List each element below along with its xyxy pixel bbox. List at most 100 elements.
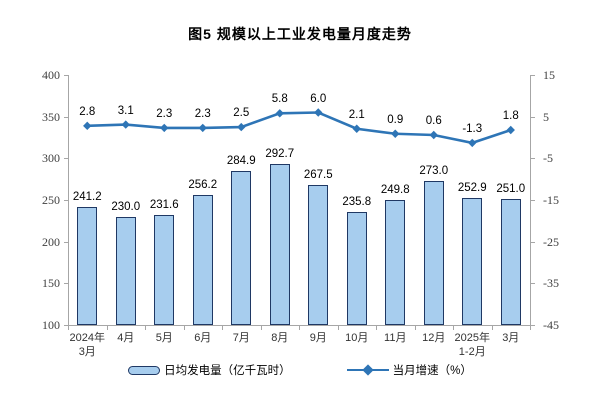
left-axis-line xyxy=(68,75,69,325)
x-axis-tick xyxy=(106,326,108,330)
line-value-label: -1.3 xyxy=(462,122,483,135)
line-value-label: 5.8 xyxy=(271,93,288,106)
left-axis-tick-label: 400 xyxy=(42,68,60,82)
bar-5 xyxy=(231,170,252,325)
bar-value-label: 256.2 xyxy=(188,178,218,191)
x-axis-tick xyxy=(414,326,416,330)
line-marker-diamond xyxy=(352,124,361,133)
bar-4 xyxy=(192,194,213,325)
legend-line-series-label: 当月增速（%） xyxy=(392,365,472,377)
bar-8 xyxy=(346,211,367,325)
legend-item-line-series: 当月增速（%） xyxy=(346,362,472,378)
bar-11 xyxy=(462,197,483,325)
right-axis-tick-label: 5 xyxy=(543,109,549,124)
x-axis-category-label: 11月 xyxy=(384,332,407,344)
line-marker-diamond xyxy=(275,109,284,118)
right-axis-tick-label: -25 xyxy=(543,234,559,249)
left-axis-tick xyxy=(64,116,68,118)
line-marker-diamond xyxy=(83,121,92,131)
left-axis-tick-label: 100 xyxy=(42,318,60,332)
bar-12 xyxy=(500,199,521,325)
bar-1 xyxy=(77,207,98,325)
line-value-label: 2.1 xyxy=(348,108,365,121)
x-axis-category-label: 2025年 1-2月 xyxy=(454,332,490,358)
bar-7 xyxy=(308,185,329,325)
line-marker-diamond xyxy=(121,120,130,129)
x-axis-tick xyxy=(68,326,69,330)
line-marker-diamond xyxy=(198,123,207,133)
right-axis-tick xyxy=(531,283,535,285)
x-axis-tick xyxy=(376,326,377,330)
x-axis-tick xyxy=(530,326,531,330)
right-axis-line xyxy=(530,75,531,325)
bar-series-swatch-icon xyxy=(128,365,161,375)
left-axis-tick xyxy=(64,325,68,326)
left-axis-tick xyxy=(64,241,68,243)
bar-value-label: 231.6 xyxy=(149,199,179,212)
x-axis-category-label: 4月 xyxy=(117,332,135,344)
left-axis-tick xyxy=(64,200,68,201)
left-axis-tick-label: 350 xyxy=(42,109,60,124)
line-value-label: 0.6 xyxy=(425,115,442,127)
line-marker-diamond xyxy=(160,123,169,133)
right-axis-tick-label: -5 xyxy=(543,151,553,166)
line-value-label: 1.8 xyxy=(502,110,519,122)
x-axis-category-label: 12月 xyxy=(422,332,446,344)
line-series-swatch-icon xyxy=(346,364,389,376)
x-axis-category-label: 5月 xyxy=(155,332,173,344)
x-axis-tick xyxy=(337,326,339,330)
right-axis-tick-label: 15 xyxy=(543,68,555,82)
legend-bar-series-label: 日均发电量（亿千瓦时） xyxy=(164,365,291,377)
line-marker-diamond xyxy=(429,130,438,140)
x-axis-tick xyxy=(491,326,493,330)
x-axis-tick xyxy=(222,326,223,330)
line-marker-diamond xyxy=(506,125,515,135)
bar-value-label: 252.9 xyxy=(457,181,487,194)
right-axis-tick xyxy=(531,241,535,243)
line-value-label: 2.3 xyxy=(156,107,173,120)
x-axis-category-label: 6月 xyxy=(194,332,212,344)
left-axis-tick-label: 250 xyxy=(42,193,60,207)
x-axis-category-label: 2024年 3月 xyxy=(69,332,105,358)
bar-value-label: 267.5 xyxy=(303,169,333,182)
bar-value-label: 241.2 xyxy=(72,191,102,204)
x-axis-line xyxy=(68,325,531,326)
left-axis-tick xyxy=(64,75,68,76)
bar-value-label: 249.8 xyxy=(380,184,410,197)
bar-value-label: 273.0 xyxy=(419,164,449,177)
x-axis-category-label: 8月 xyxy=(271,332,289,344)
line-value-label: 3.1 xyxy=(117,104,134,117)
line-marker-diamond xyxy=(391,129,400,138)
right-axis-tick xyxy=(531,75,535,76)
bar-value-label: 235.8 xyxy=(342,195,372,208)
x-axis-tick xyxy=(299,326,300,330)
x-axis-tick xyxy=(183,326,185,330)
right-axis-tick-label: -35 xyxy=(543,276,559,291)
left-axis-tick-label: 200 xyxy=(42,234,60,249)
line-value-label: 6.0 xyxy=(310,92,327,105)
chart-title: 图5 规模以上工业发电量月度走势 xyxy=(188,26,412,42)
bar-3 xyxy=(154,215,175,325)
bar-value-label: 292.7 xyxy=(265,148,295,161)
bar-10 xyxy=(423,180,444,325)
bar-2 xyxy=(115,216,136,325)
line-value-label: 2.5 xyxy=(233,107,250,120)
right-axis-tick-label: -15 xyxy=(543,193,559,207)
left-axis-tick xyxy=(64,283,68,285)
bar-6 xyxy=(269,164,290,325)
x-axis-category-label: 10月 xyxy=(345,332,369,344)
left-axis-tick-label: 150 xyxy=(42,276,60,291)
x-axis-category-label: 3月 xyxy=(502,332,520,344)
x-axis-tick xyxy=(453,326,454,330)
x-axis-tick xyxy=(145,326,146,330)
line-marker-diamond xyxy=(237,122,246,132)
right-axis-tick xyxy=(531,116,535,118)
x-axis-tick xyxy=(260,326,262,330)
right-axis-tick-label: -45 xyxy=(543,318,559,332)
bar-value-label: 230.0 xyxy=(111,200,141,213)
x-axis-category-label: 7月 xyxy=(232,332,250,344)
right-axis-tick xyxy=(531,158,535,160)
line-value-label: 0.9 xyxy=(387,113,404,126)
bar-9 xyxy=(385,200,406,325)
